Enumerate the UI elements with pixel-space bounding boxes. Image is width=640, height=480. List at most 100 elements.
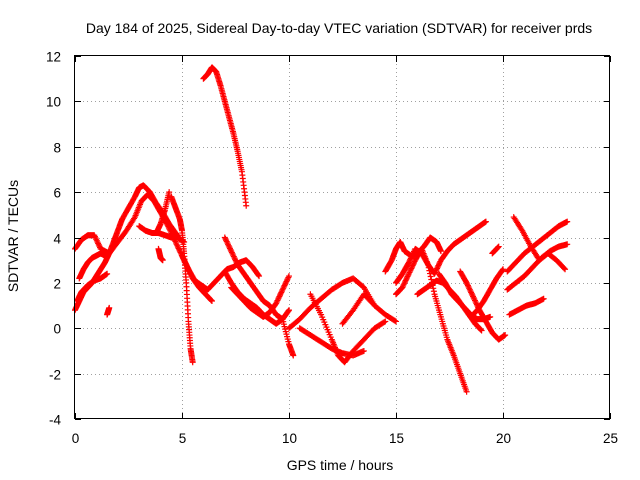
data-point — [173, 241, 180, 248]
data-point — [243, 202, 250, 209]
data-point — [436, 259, 443, 266]
data-point — [410, 259, 417, 266]
y-tick-label: 12 — [46, 50, 61, 65]
data-point — [282, 279, 289, 286]
data-point — [425, 264, 432, 271]
data-point — [410, 261, 417, 268]
data-point — [473, 300, 480, 307]
data-point — [477, 326, 484, 333]
data-point — [224, 239, 231, 246]
data-point — [182, 259, 189, 266]
data-point — [104, 270, 111, 277]
data-point — [409, 251, 416, 258]
data-point — [221, 234, 228, 241]
data-point — [502, 332, 509, 339]
y-tick-label: 8 — [53, 141, 61, 156]
data-point — [179, 252, 185, 259]
data-point — [467, 288, 474, 295]
data-point — [470, 293, 477, 300]
data-point — [233, 259, 240, 266]
data-point — [477, 326, 484, 333]
data-point — [434, 263, 441, 270]
x-tick-label: 0 — [72, 431, 80, 446]
data-point — [91, 233, 98, 240]
data-point — [96, 243, 103, 250]
data-point — [276, 293, 283, 300]
data-point — [400, 281, 407, 288]
data-point — [222, 235, 229, 242]
data-point — [279, 286, 286, 293]
data-point — [93, 237, 100, 244]
series-arc-11 — [179, 252, 263, 293]
data-point — [404, 273, 411, 280]
data-point — [232, 257, 239, 264]
series-arc-30 — [510, 214, 569, 273]
data-point — [432, 269, 439, 276]
data-point — [540, 295, 547, 302]
data-point — [407, 266, 414, 273]
data-point — [284, 277, 291, 284]
data-point — [232, 256, 239, 263]
data-point — [286, 273, 292, 280]
data-point — [464, 281, 471, 288]
x-tick-label: 20 — [496, 431, 511, 446]
x-tick-label: 10 — [282, 431, 297, 446]
data-point — [401, 278, 408, 285]
data-point — [226, 244, 233, 251]
data-point — [290, 352, 297, 359]
data-point — [471, 297, 478, 304]
data-point — [463, 279, 470, 286]
axis-ticks: 0 5 10 15 20 25 -4 -2 0 2 4 6 8 10 12 — [46, 50, 618, 447]
data-point — [382, 318, 389, 325]
data-point — [360, 347, 367, 354]
data-point — [173, 239, 180, 246]
data-point — [208, 298, 215, 305]
x-tick-label: 15 — [389, 431, 404, 446]
data-point — [177, 249, 184, 256]
y-tick-label: 6 — [53, 186, 61, 201]
data-point — [285, 308, 292, 315]
data-point — [427, 273, 434, 280]
series-arc-3 — [74, 270, 111, 305]
data-point — [183, 262, 190, 269]
data-point — [408, 265, 415, 272]
data-point — [275, 294, 282, 301]
data-point — [95, 241, 102, 248]
y-tick-label: 0 — [53, 322, 61, 337]
data-point — [407, 268, 414, 275]
data-point — [478, 327, 485, 334]
data-point — [561, 265, 568, 272]
data-point — [92, 234, 99, 241]
data-point — [402, 277, 409, 284]
data-point — [433, 266, 440, 273]
series-arc-19 — [339, 291, 399, 327]
data-point — [393, 318, 399, 325]
data-point — [182, 260, 189, 267]
data-point — [499, 267, 506, 274]
y-tick-label: 2 — [53, 277, 61, 292]
series-arc-8 — [136, 223, 188, 246]
data-point — [471, 296, 478, 303]
data-point — [409, 263, 416, 270]
data-point — [408, 254, 415, 261]
series-arc-15 — [228, 273, 292, 320]
data-point — [283, 278, 290, 285]
data-point — [159, 257, 166, 264]
data-point — [179, 254, 186, 261]
data-point — [403, 274, 410, 281]
data-point — [426, 267, 433, 274]
data-point — [273, 298, 280, 305]
data-point — [562, 266, 569, 273]
data-point — [407, 256, 414, 263]
data-point — [91, 232, 98, 239]
data-point — [280, 283, 287, 290]
data-point — [227, 246, 234, 253]
data-point — [284, 275, 291, 282]
data-point — [176, 246, 183, 253]
series-arc-18 — [307, 291, 389, 366]
data-point — [495, 244, 502, 251]
y-tick-label: -4 — [49, 413, 61, 428]
data-point — [101, 252, 108, 259]
data-point — [225, 242, 232, 249]
data-point — [180, 256, 187, 263]
